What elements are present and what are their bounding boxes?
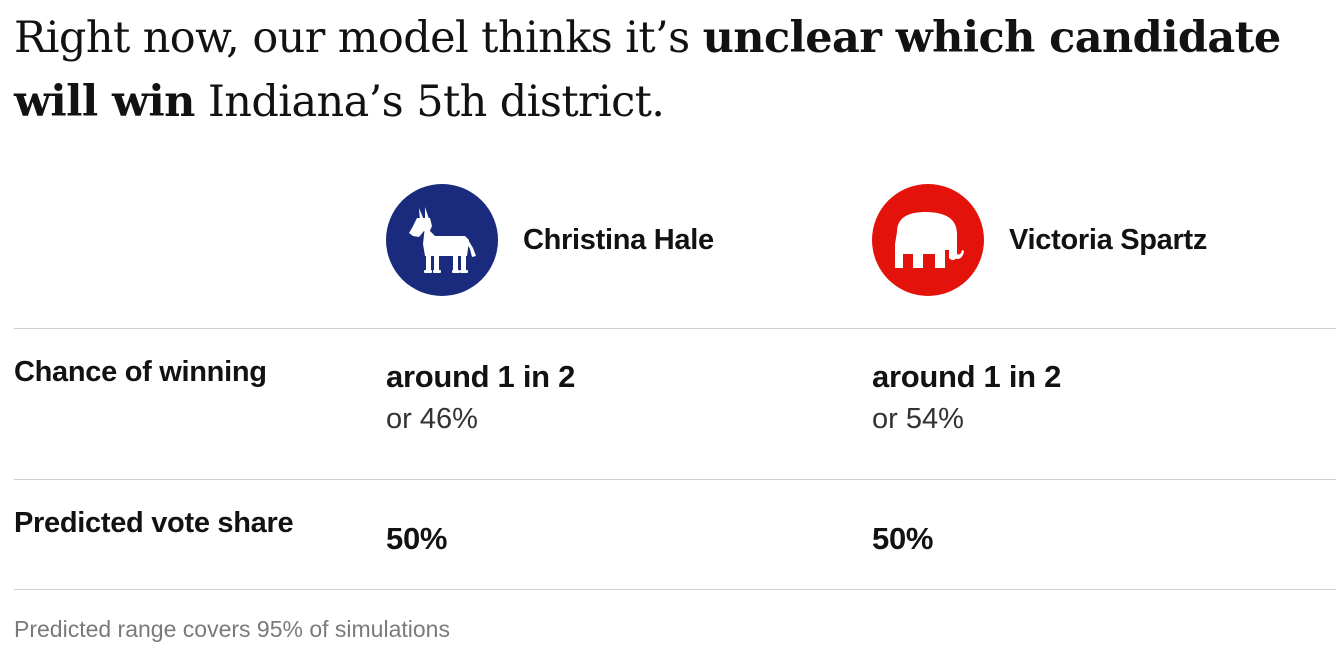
headline-suffix: Indiana’s 5th district. [195,77,665,127]
headline-prefix: Right now, our model thinks it’s [14,13,703,63]
republican-elephant-icon [872,184,984,296]
row-label-predicted-vote-share: Predicted vote share [14,507,293,540]
chance-percent-republican: or 54% [872,396,1061,442]
candidate-header-democrat: Christina Hale [386,184,714,296]
vote-share-republican: 50% [872,520,933,558]
chance-cell-republican: around 1 in 2 or 54% [872,358,1061,442]
chance-text-democrat: around 1 in 2 [386,358,575,396]
democratic-donkey-icon [386,184,498,296]
candidate-header-republican: Victoria Spartz [872,184,1207,296]
chance-text-republican: around 1 in 2 [872,358,1061,396]
headline: Right now, our model thinks it’s unclear… [14,6,1329,134]
chance-percent-democrat: or 46% [386,396,575,442]
divider [14,328,1336,329]
chance-cell-democrat: around 1 in 2 or 46% [386,358,575,442]
candidate-name-republican: Victoria Spartz [1009,224,1207,257]
row-label-chance-of-winning: Chance of winning [14,356,267,389]
divider [14,479,1336,480]
vote-share-cell-democrat: 50% [386,520,447,558]
footnote: Predicted range covers 95% of simulation… [14,616,450,643]
candidate-name-democrat: Christina Hale [523,224,714,257]
divider [14,589,1336,590]
vote-share-democrat: 50% [386,520,447,558]
vote-share-cell-republican: 50% [872,520,933,558]
